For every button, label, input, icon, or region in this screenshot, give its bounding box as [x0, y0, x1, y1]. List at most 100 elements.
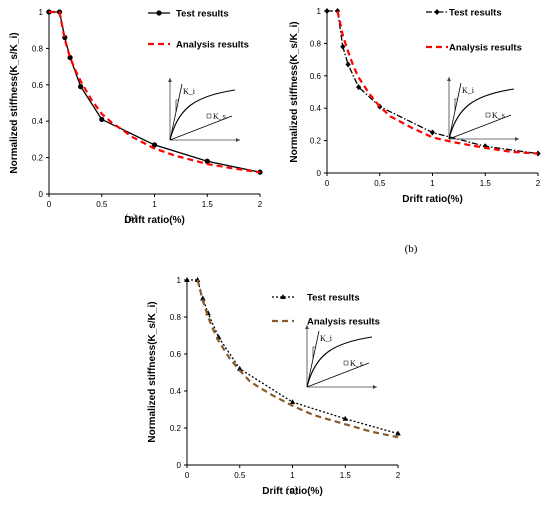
- data-point: [289, 399, 296, 405]
- inset-diagram: K_i K_s: [447, 77, 519, 141]
- inset-diagram: K_i K_s: [168, 78, 240, 142]
- y-tick-label: 1: [177, 276, 182, 285]
- y-tick-label: 1: [39, 8, 44, 17]
- legend-label: Test results: [307, 293, 360, 304]
- inset-backbone-curve: [169, 89, 236, 141]
- inset-ks-label: K_s: [213, 112, 226, 121]
- inset-slope-triangle: [454, 98, 458, 111]
- x-tick-label: 2: [536, 179, 541, 188]
- y-tick-label: 0: [39, 190, 44, 199]
- data-point: [356, 84, 362, 91]
- inset-backbone-curve: [448, 88, 515, 140]
- x-tick-label: 1.5: [202, 200, 214, 209]
- chart-panel-1: 0 0.2 0.4 0.6 0.8 1 0 0.5 1 1.5 2 Drift ratio(%) Nor…: [9, 8, 263, 226]
- inset-slope-box: [343, 360, 349, 366]
- inset-arrowhead: [373, 385, 377, 389]
- data-point: [340, 43, 346, 50]
- x-tick-label: 0: [325, 179, 330, 188]
- legend-label: Analysis results: [449, 43, 522, 54]
- data-point: [236, 365, 243, 371]
- data-point: [324, 8, 330, 14]
- chart-panel-3: 0 0.2 0.4 0.6 0.8 1 0 0.5 1 1.5 2 Drift ratio(%) Nor…: [147, 276, 401, 497]
- panel-label: (a): [125, 212, 138, 224]
- data-point: [99, 116, 105, 122]
- inset-arrowhead: [168, 78, 172, 82]
- y-axis-title: Normalized stiffness(K_s/K_i): [147, 301, 158, 442]
- series-line-analysis-results: [49, 10, 261, 174]
- inset-ki-label: K_i: [183, 87, 196, 96]
- inset-ki-label: K_i: [462, 86, 475, 95]
- chart-panel-2: 0 0.2 0.4 0.6 0.8 1 0 0.5 1 1.5 2 Drift ratio(%) Nor…: [289, 7, 541, 255]
- y-tick-label: 0.6: [310, 72, 322, 81]
- inset-slope-box: [206, 113, 212, 119]
- inset-ki-label: K_i: [320, 334, 333, 343]
- y-tick-label: 0.4: [32, 117, 44, 126]
- legend-label: Test results: [176, 9, 229, 20]
- y-tick-label: 0.8: [310, 39, 322, 48]
- series-line-test-results: [187, 279, 399, 435]
- y-tick-label: 0.2: [310, 137, 322, 146]
- inset-slope-box: [485, 112, 491, 118]
- y-tick-label: 0.2: [170, 424, 182, 433]
- x-tick-label: 2: [396, 471, 401, 480]
- x-axis-title: Drift ratio(%): [402, 194, 463, 205]
- x-tick-label: 1: [290, 471, 295, 480]
- data-point: [194, 277, 201, 282]
- x-tick-label: 0.5: [234, 471, 246, 480]
- y-tick-label: 0.8: [32, 44, 44, 53]
- x-axis-title: Drift ratio(%): [262, 486, 323, 497]
- series-line-analysis-results: [196, 279, 399, 439]
- inset-secant-stiffness-line: [306, 362, 370, 388]
- data-point: [345, 61, 351, 68]
- inset-secant-stiffness-line: [448, 114, 512, 140]
- x-tick-label: 1: [430, 179, 435, 188]
- x-tick-label: 1.5: [480, 179, 492, 188]
- panel-label: (c): [286, 484, 299, 496]
- x-tick-label: 1.5: [340, 471, 352, 480]
- x-tick-label: 2: [258, 200, 263, 209]
- x-tick-label: 0.5: [374, 179, 386, 188]
- inset-backbone-curve: [306, 336, 373, 388]
- legend-marker: [434, 9, 440, 15]
- panel-label: (b): [405, 243, 418, 255]
- y-tick-label: 0.4: [310, 104, 322, 113]
- y-tick-label: 0.6: [170, 350, 182, 359]
- legend-label: Test results: [449, 8, 502, 19]
- data-point: [184, 277, 190, 282]
- inset-ks-label: K_s: [492, 111, 505, 120]
- y-axis-title: Normalized stiffness(K_s/K_i): [9, 32, 20, 173]
- y-tick-label: 0.2: [32, 154, 44, 163]
- inset-arrowhead: [305, 325, 309, 329]
- y-tick-label: 1: [317, 7, 322, 16]
- inset-slope-triangle: [312, 346, 316, 359]
- y-axis-title: Normalized stiffness(K_s/K_i): [289, 21, 300, 162]
- data-point: [342, 415, 349, 421]
- inset-arrowhead: [515, 137, 519, 141]
- y-tick-label: 0.6: [32, 81, 44, 90]
- legend-marker: [280, 294, 286, 299]
- data-point: [334, 8, 341, 14]
- inset-slope-triangle: [175, 99, 179, 112]
- y-tick-label: 0.4: [170, 387, 182, 396]
- inset-diagram: K_i K_s: [305, 325, 377, 389]
- x-tick-label: 0.5: [96, 200, 108, 209]
- inset-arrowhead: [236, 138, 240, 142]
- x-tick-label: 1: [152, 200, 157, 209]
- data-point: [204, 158, 210, 164]
- data-point: [78, 84, 84, 90]
- data-point: [151, 142, 158, 148]
- data-point: [395, 430, 401, 436]
- data-point: [200, 295, 206, 301]
- x-tick-label: 0: [47, 200, 52, 209]
- x-tick-label: 0: [185, 471, 190, 480]
- y-tick-label: 0.8: [170, 313, 182, 322]
- y-tick-label: 0: [177, 461, 182, 470]
- inset-arrowhead: [447, 77, 451, 81]
- legend-label: Analysis results: [307, 317, 380, 328]
- inset-ks-label: K_s: [350, 359, 363, 368]
- data-point: [429, 129, 436, 136]
- x-axis-title: Drift ratio(%): [124, 215, 185, 226]
- legend-marker: [156, 10, 162, 16]
- y-tick-label: 0: [317, 169, 322, 178]
